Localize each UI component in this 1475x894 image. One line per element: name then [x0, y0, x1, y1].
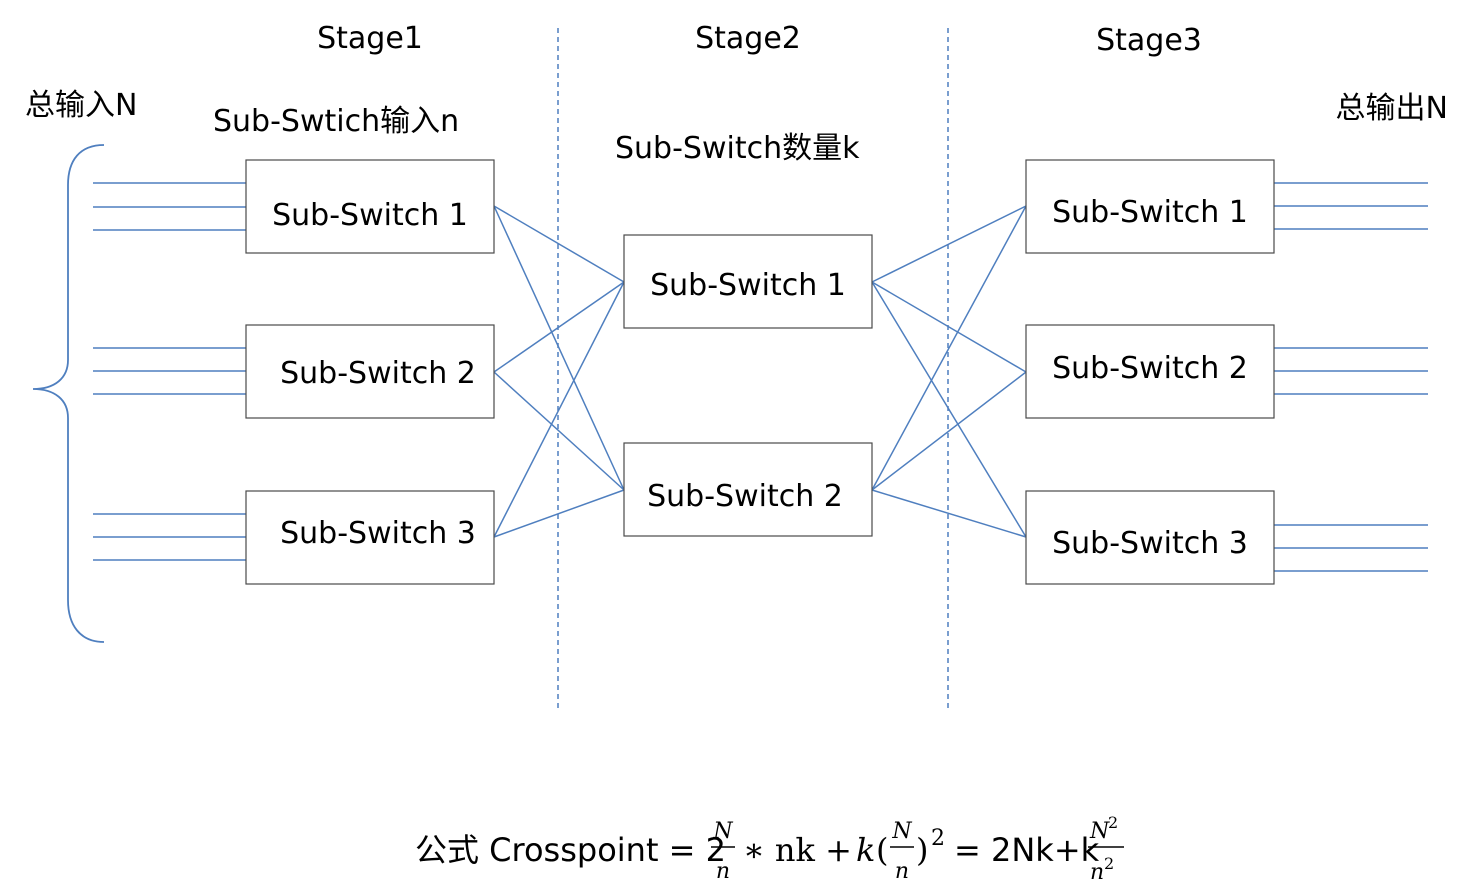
stage3-switch-3: Sub-Switch 3 — [1025, 490, 1275, 585]
formula-paren-close: ) — [916, 831, 928, 869]
input-wires — [93, 182, 246, 561]
formula-squared: 2 — [931, 826, 945, 851]
switch-label: Sub-Switch 1 — [272, 198, 468, 233]
formula-times-nk: ∗ nk + — [743, 831, 852, 869]
switch-label: Sub-Switch 2 — [647, 479, 843, 514]
formula-frac2-N: N — [891, 819, 912, 844]
crosspoint-formula: 公式 Crosspoint = 2 N n ∗ nk + k ( N n ) 2… — [415, 813, 1124, 885]
formula-N2-base: N — [1089, 819, 1110, 844]
total-output-label: 总输出N — [1336, 91, 1448, 126]
stage2-title: Stage2 — [695, 21, 801, 56]
switch-label: Sub-Switch 3 — [1052, 526, 1248, 561]
formula-n2-sup: 2 — [1104, 854, 1114, 873]
stage3-title: Stage3 — [1096, 23, 1202, 58]
stage1-switch-2: Sub-Switch 2 — [245, 324, 495, 419]
switch-label: Sub-Switch 1 — [1052, 195, 1248, 230]
stage1-switch-1: Sub-Switch 1 — [245, 159, 495, 254]
stage1-switch-3: Sub-Switch 3 — [245, 490, 495, 585]
formula-N2-sup: 2 — [1108, 813, 1118, 832]
stage2-subswitch-count-label: Sub-Switch数量k — [615, 131, 860, 166]
formula-frac-N: N — [712, 819, 733, 844]
input-group-brace — [32, 144, 105, 643]
formula-prefix: 公式 Crosspoint = 2 — [415, 831, 726, 869]
formula-paren-open: ( — [876, 831, 888, 869]
stage2-switch-2: Sub-Switch 2 — [623, 442, 873, 537]
output-wires — [1274, 182, 1428, 572]
switch-label: Sub-Switch 2 — [1052, 351, 1248, 386]
stage2-stage3-links — [871, 205, 1027, 538]
formula-equals-2nk: = 2Nk+k — [954, 831, 1100, 869]
formula-n2-base: n — [1090, 860, 1104, 885]
switch-label: Sub-Switch 1 — [650, 268, 846, 303]
switch-label: Sub-Switch 2 — [280, 356, 476, 391]
stage1-title: Stage1 — [317, 21, 423, 56]
formula-frac-n: n — [716, 859, 730, 884]
stage3-switch-1: Sub-Switch 1 — [1025, 159, 1275, 254]
formula-frac2-n: n — [895, 859, 909, 884]
total-input-label: 总输入N — [25, 88, 137, 123]
stage1-subswitch-input-label: Sub-Swtich输入n — [213, 104, 459, 139]
stage2-switch-1: Sub-Switch 1 — [623, 234, 873, 329]
switch-label: Sub-Switch 3 — [280, 516, 476, 551]
stage3-switch-2: Sub-Switch 2 — [1025, 324, 1275, 419]
stage1-stage2-links — [493, 205, 625, 538]
formula-k: k — [856, 831, 875, 869]
